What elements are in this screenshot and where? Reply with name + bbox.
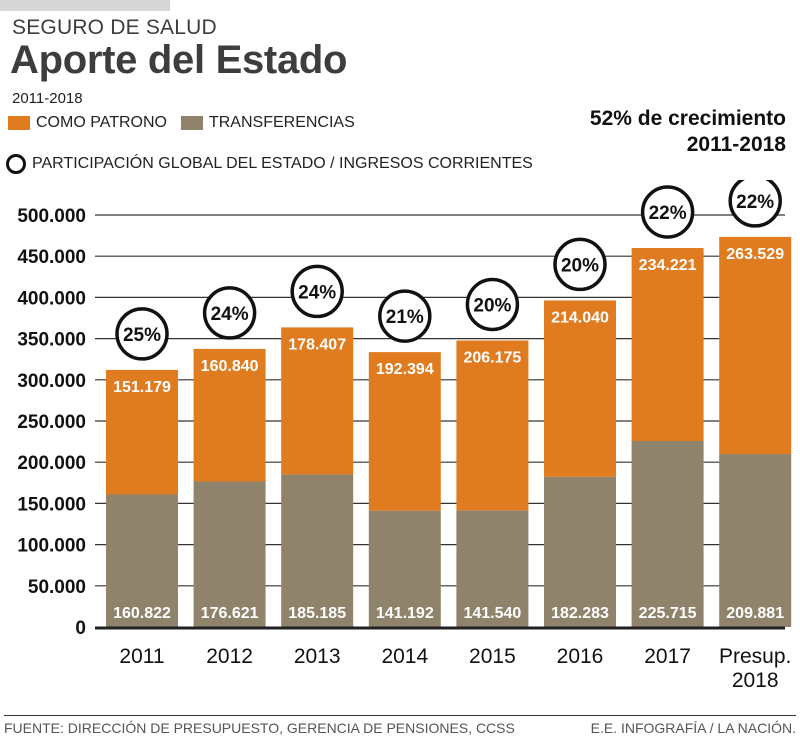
growth-callout: 52% de crecimiento 2011-2018 <box>590 106 786 158</box>
x-tick-label: 2012 <box>206 645 253 668</box>
legend-swatch-como-patrono <box>8 116 30 130</box>
participation-ring <box>115 307 169 361</box>
participation-label: 20% <box>473 295 511 316</box>
participation-label: 24% <box>298 282 336 303</box>
credit-note: E.E. INFOGRAFÍA / LA NACIÓN. <box>590 720 796 736</box>
participation-label: 25% <box>123 325 161 346</box>
bar-transferencias <box>631 441 704 627</box>
growth-line-2: 2011-2018 <box>686 133 786 156</box>
data-label-transferencias: 176.621 <box>201 605 259 622</box>
bar-transferencias <box>106 494 178 627</box>
participation-ring <box>202 286 257 340</box>
y-tick-label: 200.000 <box>17 453 86 474</box>
data-label-como-patrono: 234.221 <box>639 257 697 274</box>
legend-item-como-patrono: COMO PATRONO <box>8 114 167 132</box>
data-label-transferencias: 185.185 <box>288 605 346 622</box>
x-tick-label: 2016 <box>557 645 604 668</box>
y-tick-label: 400.000 <box>17 288 86 309</box>
participation-ring <box>378 289 432 343</box>
participation-ring <box>728 180 782 228</box>
x-tick-label: 2013 <box>294 645 341 668</box>
bar-como-patrono <box>544 300 616 477</box>
legend-ring: PARTICIPACIÓN GLOBAL DEL ESTADO / INGRES… <box>6 154 533 174</box>
bar-como-patrono <box>719 236 792 455</box>
data-label-transferencias: 141.192 <box>376 605 434 622</box>
legend-swatch-transferencias <box>180 116 203 130</box>
bar-transferencias <box>193 481 266 627</box>
data-label-como-patrono: 263.529 <box>726 246 784 263</box>
bar-como-patrono <box>281 327 354 475</box>
data-label-transferencias: 160.822 <box>113 605 171 622</box>
chart-title: Aporte del Estado <box>10 38 348 82</box>
bar-transferencias <box>456 510 529 627</box>
participation-label: 20% <box>561 255 599 276</box>
data-label-transferencias: 209.881 <box>726 605 784 622</box>
circle-icon <box>6 154 26 174</box>
participation-label: 21% <box>386 307 424 328</box>
y-tick-label: 50.000 <box>28 577 86 598</box>
bar-como-patrono <box>631 248 704 442</box>
data-label-como-patrono: 178.407 <box>288 336 346 353</box>
bar-transferencias <box>281 474 354 627</box>
data-label-como-patrono: 151.179 <box>113 379 171 396</box>
legend-label: TRANSFERENCIAS <box>208 114 355 131</box>
x-tick-label: 2014 <box>381 645 428 668</box>
data-label-transferencias: 225.715 <box>639 605 697 622</box>
y-tick-label: 350.000 <box>17 330 86 351</box>
data-label-transferencias: 141.540 <box>463 605 521 622</box>
bar-transferencias <box>368 510 441 627</box>
data-label-como-patrono: 192.394 <box>376 361 434 378</box>
y-tick-label: 300.000 <box>17 371 86 392</box>
y-tick-label: 150.000 <box>17 494 86 515</box>
y-tick-label: 100.000 <box>17 536 86 557</box>
chart-kicker: SEGURO DE SALUD <box>12 16 217 39</box>
footer-divider <box>4 715 796 716</box>
stacked-bar-chart: 0 50.000 100.000 150.000 200.000 250.000 300.0… <box>17 180 792 692</box>
y-tick-label: 450.000 <box>17 247 86 268</box>
data-label-como-patrono: 160.840 <box>201 358 259 375</box>
x-tick-label: Presup. <box>719 645 791 668</box>
participation-ring <box>290 264 344 319</box>
data-label-transferencias: 182.283 <box>551 605 609 622</box>
bar-como-patrono <box>106 369 178 495</box>
participation-ring <box>640 185 695 239</box>
participation-label: 24% <box>211 304 249 325</box>
participation-ring <box>553 237 607 292</box>
legend-item-transferencias: TRANSFERENCIAS <box>180 114 355 132</box>
legend-ring-label: PARTICIPACIÓN GLOBAL DEL ESTADO / INGRES… <box>32 155 533 172</box>
x-tick-label: 2015 <box>469 645 516 668</box>
bar-como-patrono <box>368 352 441 511</box>
source-note: FUENTE: DIRECCIÓN DE PRESUPUESTO, GERENC… <box>4 720 515 736</box>
chart-period: 2011-2018 <box>12 90 83 107</box>
x-tick-label: 2017 <box>644 645 691 668</box>
y-tick-label: 500.000 <box>17 206 86 227</box>
legend: COMO PATRONO TRANSFERENCIAS <box>8 114 369 132</box>
y-tick-label: 0 <box>75 618 86 639</box>
x-tick-label: 2018 <box>732 669 779 692</box>
data-label-como-patrono: 206.175 <box>463 349 521 366</box>
participation-label: 22% <box>736 192 774 213</box>
legend-label: COMO PATRONO <box>36 114 167 131</box>
bar-como-patrono <box>456 340 529 511</box>
bar-transferencias <box>719 454 792 627</box>
growth-line-1: 52% de crecimiento <box>589 107 786 130</box>
bar-transferencias <box>544 476 616 627</box>
bar-como-patrono <box>193 348 266 482</box>
y-tick-label: 250.000 <box>17 412 86 433</box>
top-decorative-bar <box>0 0 170 11</box>
x-tick-label: 2011 <box>119 645 164 668</box>
data-label-como-patrono: 214.040 <box>551 309 609 326</box>
participation-ring <box>465 277 520 332</box>
participation-label: 22% <box>649 203 687 224</box>
